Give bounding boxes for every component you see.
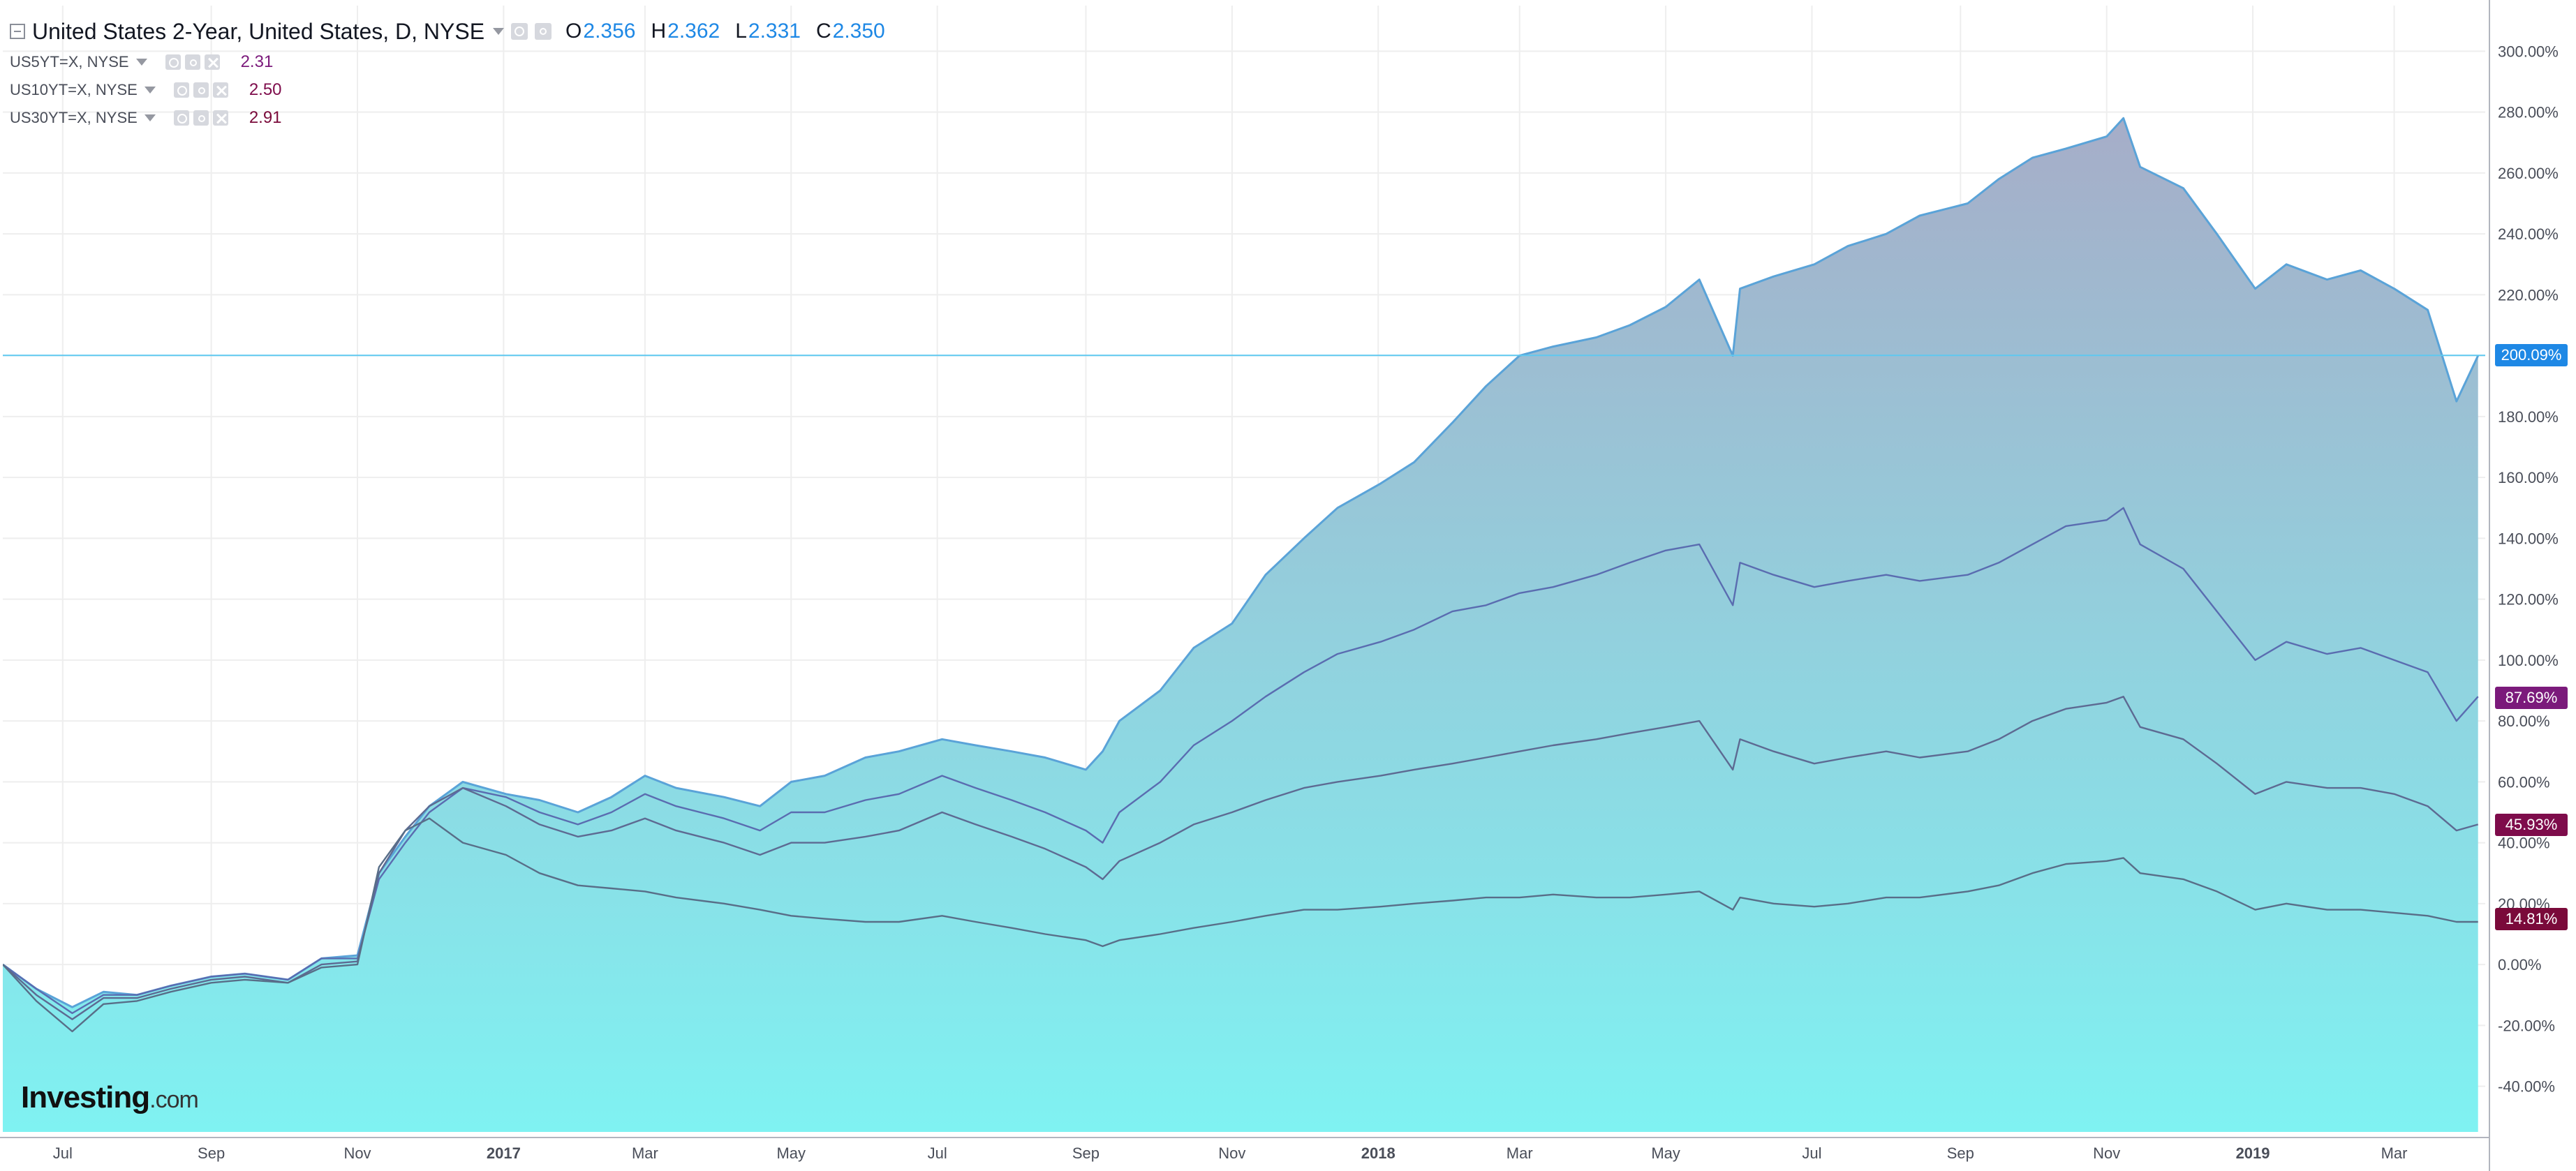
legend-value: 2.50 <box>249 80 282 99</box>
y-tick-label: 80.00% <box>2498 713 2550 730</box>
y-tick-label: 180.00% <box>2498 408 2559 426</box>
y-tick-label: 300.00% <box>2498 43 2559 60</box>
close-icon[interactable] <box>212 82 228 98</box>
y-tick-label: 280.00% <box>2498 104 2559 121</box>
y-tick-label: -20.00% <box>2498 1017 2555 1034</box>
gear-icon[interactable] <box>193 82 209 98</box>
price-tag: 14.81% <box>2495 908 2568 931</box>
plot-area <box>3 117 2480 1132</box>
eye-icon[interactable] <box>511 23 528 40</box>
series-line-us2y <box>3 117 2480 1008</box>
investing-logo: Investing.com <box>21 1080 199 1114</box>
y-tick-label: 220.00% <box>2498 286 2559 304</box>
y-tick-label: 120.00% <box>2498 591 2559 609</box>
y-tick-label: 240.00% <box>2498 225 2559 243</box>
chevron-down-icon[interactable] <box>144 87 156 94</box>
x-tick-label: Jul <box>53 1144 73 1162</box>
x-tick-label: Mar <box>2381 1144 2408 1162</box>
x-tick-label: May <box>1651 1144 1680 1162</box>
x-tick-label: Sep <box>198 1144 225 1162</box>
legend-value: 2.91 <box>249 108 282 127</box>
ohlc-high: H2.362 <box>651 20 720 43</box>
x-tick-label: 2019 <box>2236 1144 2270 1162</box>
x-tick-label: Nov <box>343 1144 371 1162</box>
main-legend: United States 2-Year, United States, D, … <box>10 15 885 47</box>
legend-value: 2.31 <box>240 52 274 71</box>
ohlc-low: L2.331 <box>735 20 801 43</box>
chevron-down-icon[interactable] <box>493 28 505 35</box>
legend-row-us5y[interactable]: US5YT=X, NYSE 2.31 <box>10 50 273 74</box>
x-tick-label: 2017 <box>487 1144 521 1162</box>
series-line-us10y <box>3 696 2479 1020</box>
y-tick-label: 0.00% <box>2498 956 2541 974</box>
y-tick-label: 60.00% <box>2498 773 2550 791</box>
x-tick-label: May <box>776 1144 806 1162</box>
close-icon[interactable] <box>212 110 228 126</box>
x-tick-label: Nov <box>1218 1144 1245 1162</box>
x-tick-label: Mar <box>632 1144 658 1162</box>
legend-row-us10y[interactable]: US10YT=X, NYSE 2.50 <box>10 78 282 102</box>
ohlc-open: O2.356 <box>565 20 636 43</box>
x-tick-label: Mar <box>1507 1144 1533 1162</box>
y-tick-label: 260.00% <box>2498 165 2559 182</box>
legend-label: US5YT=X, NYSE <box>10 53 129 70</box>
y-tick-label: 160.00% <box>2498 469 2559 486</box>
x-tick-label: Jul <box>928 1144 947 1162</box>
x-tick-label: Jul <box>1802 1144 1821 1162</box>
x-tick-label: Sep <box>1072 1144 1100 1162</box>
x-tick-label: Nov <box>2093 1144 2120 1162</box>
price-tag: 45.93% <box>2495 813 2568 836</box>
gear-icon[interactable] <box>535 23 552 40</box>
price-tag: 200.09% <box>2495 344 2568 367</box>
chevron-down-icon[interactable] <box>135 59 147 66</box>
x-tick-label: 2018 <box>1361 1144 1396 1162</box>
eye-icon[interactable] <box>173 110 189 126</box>
eye-icon[interactable] <box>165 54 181 70</box>
ohlc-close: C2.350 <box>815 20 885 43</box>
y-tick-label: 40.00% <box>2498 835 2550 852</box>
x-tick-label: Sep <box>1947 1144 1974 1162</box>
gear-icon[interactable] <box>184 54 200 70</box>
y-tick-label: -40.00% <box>2498 1078 2555 1096</box>
series-area-us2y <box>3 118 2478 1132</box>
close-icon[interactable] <box>204 54 220 70</box>
legend-label: US10YT=X, NYSE <box>10 81 138 98</box>
collapse-legend-icon[interactable] <box>10 24 25 39</box>
y-tick-label: 100.00% <box>2498 652 2559 669</box>
chart-title: United States 2-Year, United States, D, … <box>32 18 485 44</box>
chevron-down-icon[interactable] <box>144 114 156 121</box>
eye-icon[interactable] <box>173 82 189 98</box>
ohlc-values: O2.356 H2.362 L2.331 C2.350 <box>565 20 885 43</box>
series-line-us30y <box>3 817 2478 1033</box>
legend-row-us30y[interactable]: US30YT=X, NYSE 2.91 <box>10 106 282 130</box>
series-line-us5y <box>3 507 2479 1015</box>
gear-icon[interactable] <box>193 110 209 126</box>
price-tag: 87.69% <box>2495 686 2568 709</box>
y-tick-label: 140.00% <box>2498 530 2559 547</box>
legend-label: US30YT=X, NYSE <box>10 109 138 126</box>
